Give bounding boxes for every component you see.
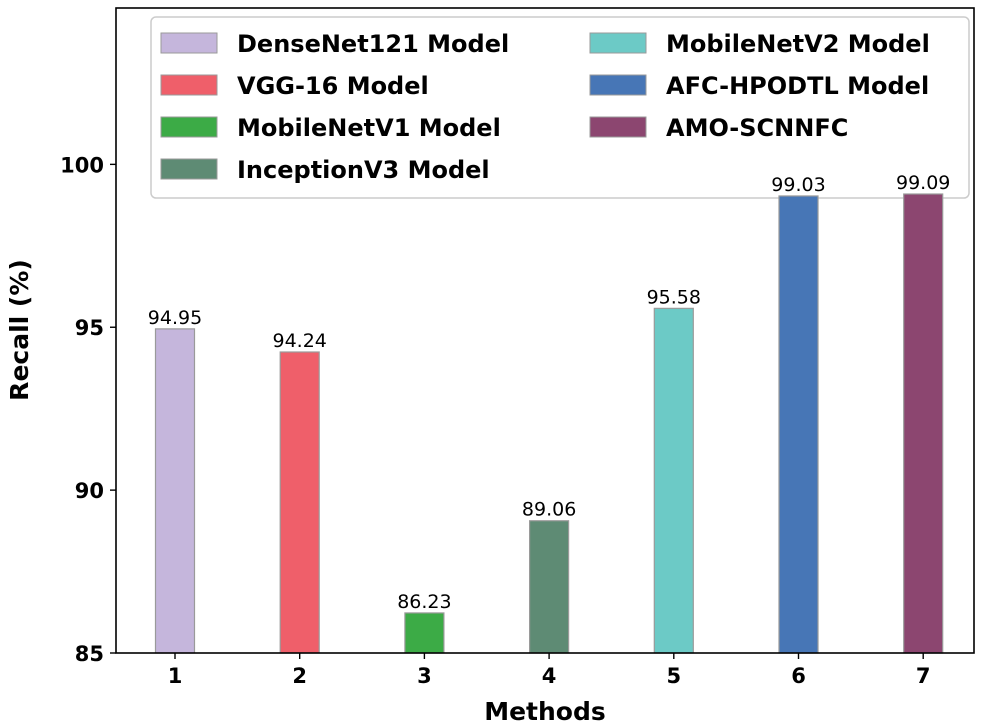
bar-6 <box>778 195 819 654</box>
legend-label-1: DenseNet121 Model <box>237 30 509 58</box>
legend-label-6: AFC-HPODTL Model <box>666 72 929 100</box>
y-tick-label-90: 90 <box>75 479 104 503</box>
data-label-1: 94.95 <box>148 307 202 329</box>
legend-swatch-1 <box>160 32 218 54</box>
x-axis-title: Methods <box>484 697 606 726</box>
x-tick-label-4: 4 <box>542 664 557 688</box>
data-label-7: 99.09 <box>896 172 950 194</box>
bar-1 <box>154 328 196 654</box>
x-tick-label-7: 7 <box>916 664 931 688</box>
legend-swatch-6 <box>589 74 647 96</box>
data-label-5: 95.58 <box>647 286 701 308</box>
data-label-6: 99.03 <box>771 174 825 196</box>
x-tick-label-5: 5 <box>666 664 681 688</box>
legend-label-2: VGG-16 Model <box>237 72 429 100</box>
legend-swatch-4 <box>160 158 218 180</box>
y-tick-label-100: 100 <box>60 153 104 177</box>
legend-label-7: AMO-SCNNFC <box>666 114 848 142</box>
data-labels: 94.95 94.24 86.23 89.06 95.58 99.03 99.09 <box>148 172 951 613</box>
data-label-2: 94.24 <box>272 330 326 352</box>
legend-label-5: MobileNetV2 Model <box>666 30 930 58</box>
bar-5 <box>653 307 694 654</box>
x-tick-label-6: 6 <box>791 664 806 688</box>
legend-swatch-5 <box>589 32 647 54</box>
legend-swatch-3 <box>160 116 218 138</box>
x-tick-label-3: 3 <box>417 664 432 688</box>
data-label-3: 86.23 <box>397 591 451 613</box>
y-axis-ticks: 85 90 95 100 <box>60 153 116 666</box>
legend-box <box>150 16 970 199</box>
legend-swatch-7 <box>589 116 647 138</box>
bar-7 <box>903 193 944 654</box>
legend: DenseNet121 Model VGG-16 Model MobileNetV1… <box>150 16 970 199</box>
bar-2 <box>279 351 320 654</box>
x-tick-label-2: 2 <box>292 664 307 688</box>
bar-4 <box>528 520 570 654</box>
y-axis-title: Recall (%) <box>5 259 34 401</box>
data-label-4: 89.06 <box>522 499 576 521</box>
legend-swatch-2 <box>160 74 218 96</box>
bars <box>154 193 944 654</box>
plot-frame <box>115 7 975 654</box>
x-tick-label-1: 1 <box>168 664 183 688</box>
x-axis-ticks: 1 2 3 4 5 6 7 <box>168 653 931 688</box>
legend-label-4: InceptionV3 Model <box>237 156 490 184</box>
bar-3 <box>404 612 445 654</box>
y-tick-label-95: 95 <box>75 316 104 340</box>
legend-label-3: MobileNetV1 Model <box>237 114 501 142</box>
y-tick-label-85: 85 <box>75 642 104 666</box>
